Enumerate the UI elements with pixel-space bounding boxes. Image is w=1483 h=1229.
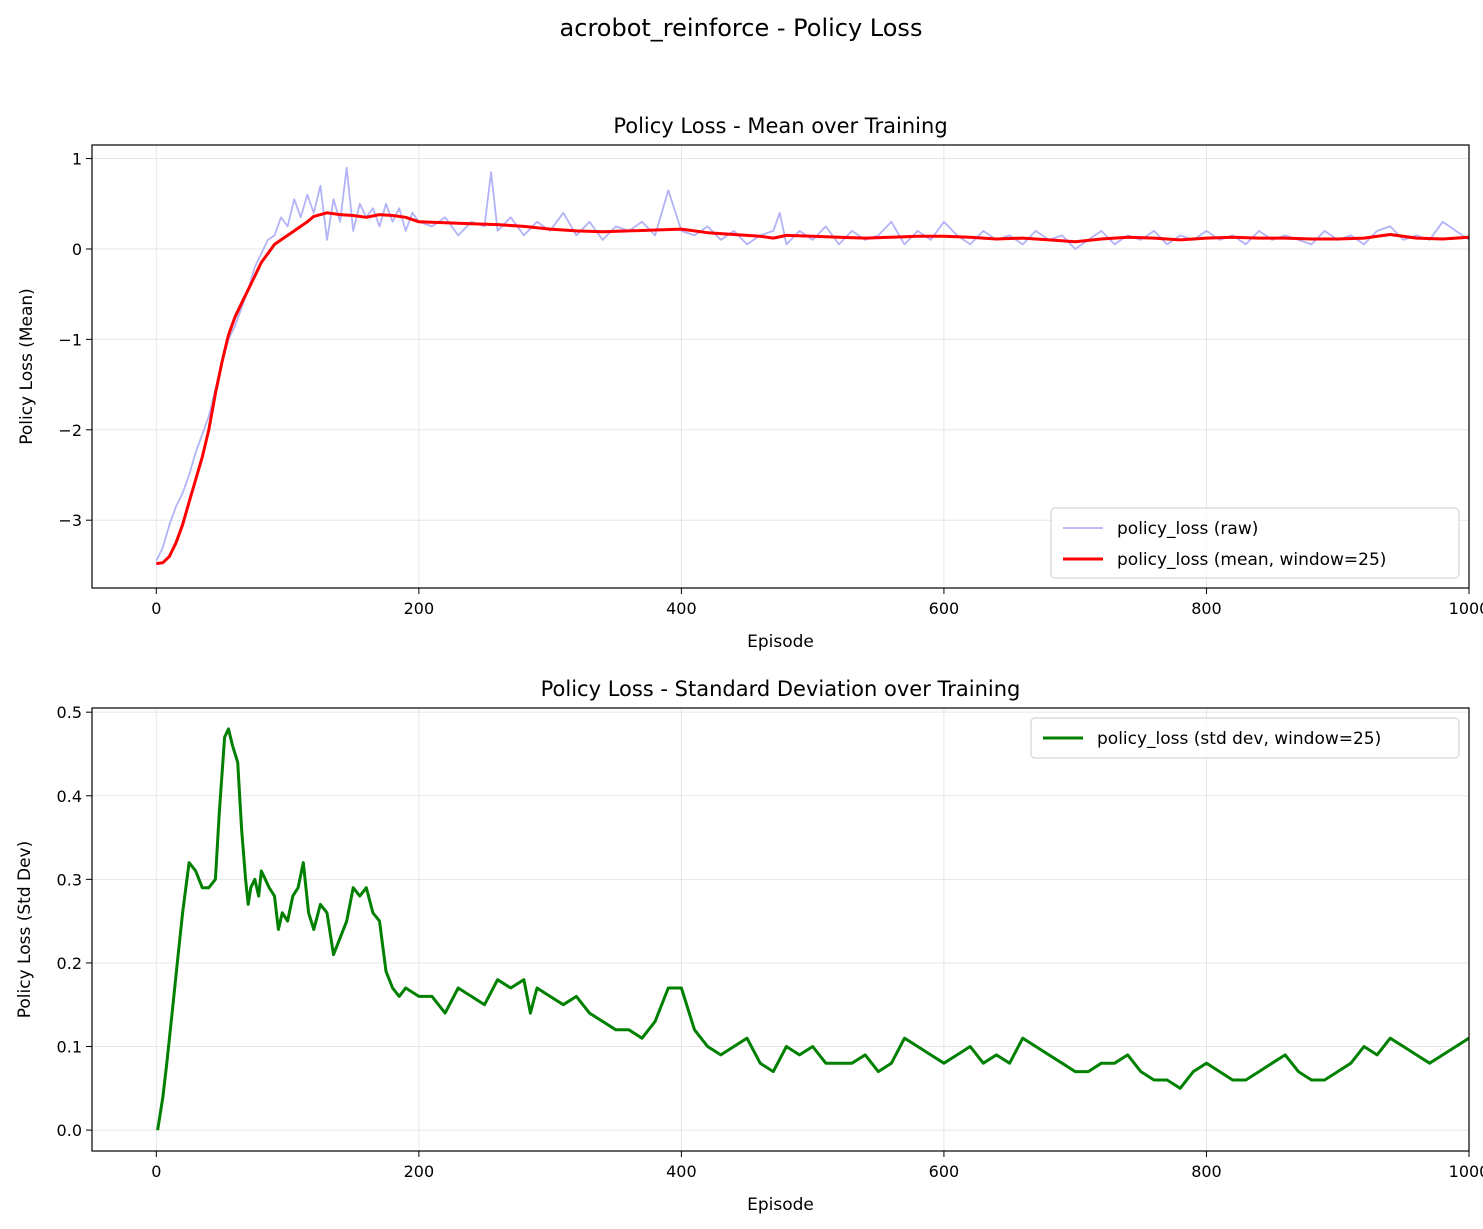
y-tick-label: 0.3 xyxy=(57,870,82,889)
legend: policy_loss (raw) policy_loss (mean, wind… xyxy=(1050,507,1460,579)
y-tick-label: −1 xyxy=(58,330,82,349)
x-tick-label: 600 xyxy=(929,599,960,618)
series-line-0 xyxy=(155,166,1469,562)
x-axis-label: Episode xyxy=(747,632,814,652)
legend-box xyxy=(1050,507,1460,579)
series-line-1 xyxy=(156,211,1469,566)
y-axis-label: Policy Loss (Mean) xyxy=(17,288,37,445)
axes-frame xyxy=(91,707,1470,1152)
y-tick-label: 0.0 xyxy=(57,1121,82,1140)
x-tick-label: 200 xyxy=(404,1162,435,1181)
legend-label-0: policy_loss (raw) xyxy=(1117,519,1258,539)
x-tick-label: 0 xyxy=(151,599,161,618)
x-tick-label: 0 xyxy=(151,1162,161,1181)
legend-label-1: policy_loss (mean, window=25) xyxy=(1117,550,1386,570)
x-tick-label: 200 xyxy=(404,599,435,618)
y-tick-label: 1 xyxy=(72,150,82,169)
axes-frame xyxy=(91,144,1470,589)
legend-label-0: policy_loss (std dev, window=25) xyxy=(1097,729,1381,749)
y-tick-label: 0.4 xyxy=(57,787,82,806)
y-tick-label: 0.5 xyxy=(57,703,82,722)
plot-title: Policy Loss - Mean over Training xyxy=(613,114,947,138)
x-tick-label: 400 xyxy=(666,599,697,618)
y-tick-label: −2 xyxy=(58,421,82,440)
x-tick-label: 400 xyxy=(666,1162,697,1181)
legend-box xyxy=(1030,717,1460,759)
y-tick-label: 0 xyxy=(72,240,82,259)
y-axis-label: Policy Loss (Std Dev) xyxy=(15,841,35,1019)
x-tick-label: 800 xyxy=(1191,599,1222,618)
figure-title: acrobot_reinforce - Policy Loss xyxy=(560,14,923,42)
legend: policy_loss (std dev, window=25) xyxy=(1030,717,1460,759)
x-tick-label: 800 xyxy=(1191,1162,1222,1181)
plot-title: Policy Loss - Standard Deviation over Tr… xyxy=(541,677,1021,701)
y-tick-label: 0.1 xyxy=(57,1038,82,1057)
x-tick-label: 600 xyxy=(929,1162,960,1181)
y-tick-label: 0.2 xyxy=(57,954,82,973)
series-line-0 xyxy=(156,727,1469,1131)
y-tick-label: −3 xyxy=(58,511,82,530)
x-axis-label: Episode xyxy=(747,1195,814,1215)
